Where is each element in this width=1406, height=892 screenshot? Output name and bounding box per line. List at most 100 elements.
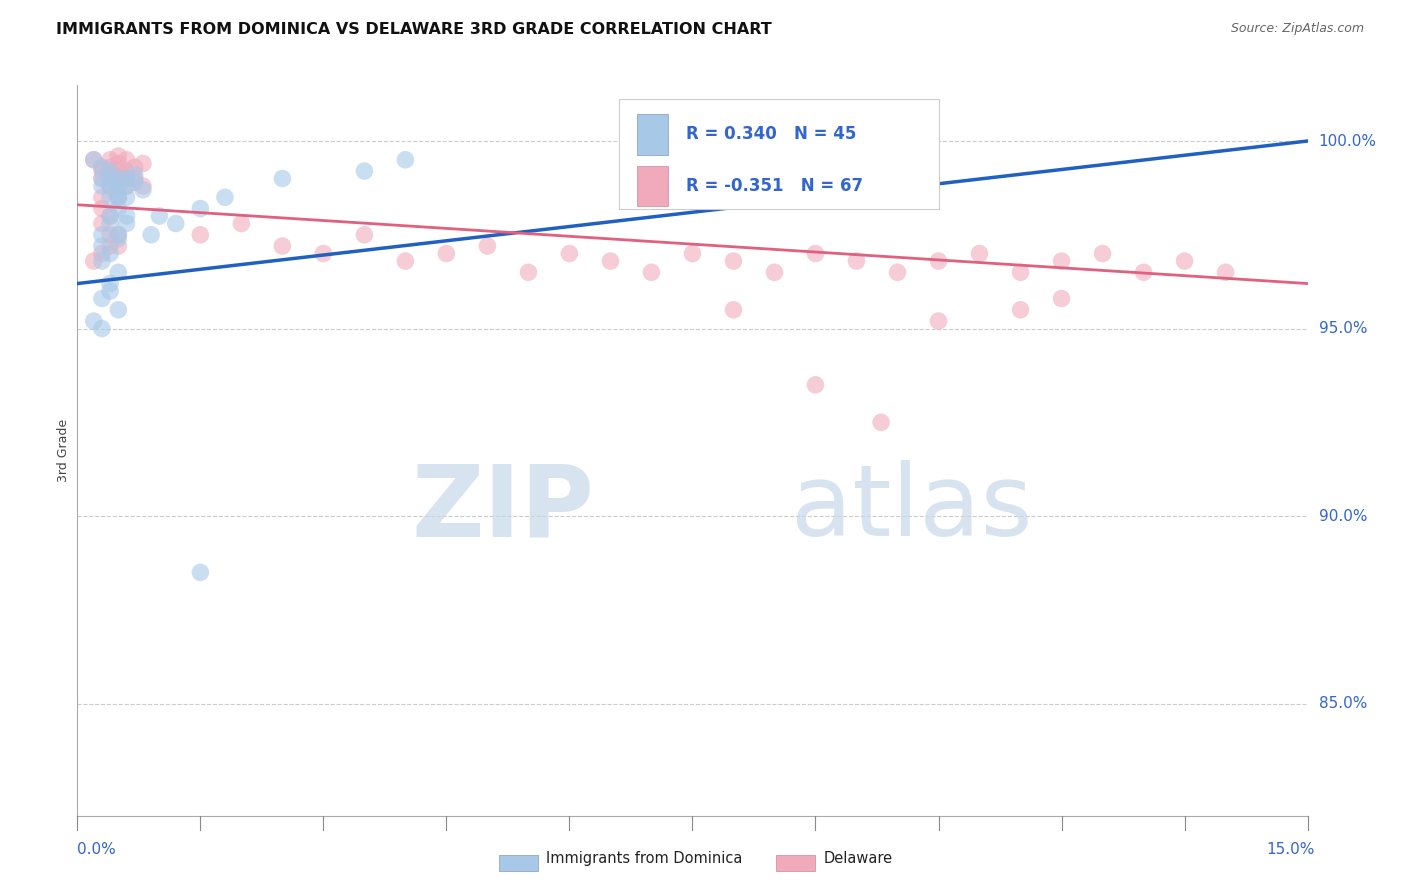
Point (1091, 246, 1114, 260)
Point (1010, 265, 1032, 279)
Point (271, 239, 294, 253)
Point (1050, 292, 1073, 306)
Point (83, 153, 105, 167)
Point (1174, 254, 1197, 268)
Point (115, 153, 138, 167)
Point (90, 217, 114, 231)
Point (107, 190, 129, 204)
Text: 100.0%: 100.0% (1319, 134, 1376, 148)
Point (107, 227, 129, 242)
Point (763, 265, 786, 279)
Point (1215, 265, 1237, 279)
Point (436, 246, 458, 260)
Point (107, 190, 129, 204)
Point (845, 254, 868, 268)
Point (870, 415, 893, 429)
Point (98, 190, 121, 204)
Point (107, 164, 129, 178)
Point (83, 153, 105, 167)
Text: Source: ZipAtlas.com: Source: ZipAtlas.com (1230, 22, 1364, 36)
Text: 15.0%: 15.0% (1267, 842, 1315, 856)
Point (394, 153, 416, 167)
Point (107, 171, 129, 186)
Point (83, 254, 105, 268)
Point (132, 156, 155, 170)
Point (107, 171, 129, 186)
Point (107, 179, 129, 194)
Point (599, 254, 621, 268)
Point (394, 254, 416, 268)
Point (90, 321, 114, 335)
Point (98, 168, 121, 182)
Text: R = 0.340   N = 45: R = 0.340 N = 45 (686, 126, 856, 144)
Point (90, 161, 114, 175)
Text: Immigrants from Dominica: Immigrants from Dominica (546, 852, 742, 866)
Point (107, 179, 129, 194)
Text: Delaware: Delaware (824, 852, 893, 866)
Point (107, 149, 129, 163)
Point (804, 246, 827, 260)
Point (98, 171, 121, 186)
Point (115, 171, 138, 186)
Point (107, 186, 129, 201)
Point (90, 161, 114, 175)
Point (115, 179, 138, 194)
Point (132, 179, 155, 194)
Point (90, 254, 114, 268)
Point (98, 179, 121, 194)
Point (98, 179, 121, 194)
Point (90, 171, 114, 186)
Point (107, 156, 129, 170)
Point (107, 202, 129, 216)
Point (115, 190, 138, 204)
Point (115, 217, 138, 231)
Point (124, 171, 146, 186)
Text: atlas: atlas (792, 460, 1032, 558)
Text: ZIP: ZIP (411, 460, 595, 558)
Point (188, 202, 212, 216)
Point (124, 175, 146, 189)
Point (188, 227, 212, 242)
Point (90, 202, 114, 216)
Point (98, 277, 121, 291)
Text: 0.0%: 0.0% (77, 842, 117, 856)
Point (1050, 254, 1073, 268)
Point (90, 292, 114, 306)
Point (98, 209, 121, 223)
Point (98, 153, 121, 167)
Point (107, 227, 129, 242)
Point (90, 171, 114, 186)
Point (928, 314, 950, 328)
Point (969, 246, 991, 260)
Point (682, 246, 704, 260)
Point (98, 179, 121, 194)
Point (98, 227, 121, 242)
Point (98, 239, 121, 253)
Point (312, 246, 335, 260)
Point (723, 302, 745, 317)
Point (90, 227, 114, 242)
Point (804, 377, 827, 392)
Point (90, 179, 114, 194)
Point (83, 314, 105, 328)
Text: 95.0%: 95.0% (1319, 321, 1367, 336)
Point (90, 190, 114, 204)
Point (90, 164, 114, 178)
Point (98, 164, 121, 178)
Text: 90.0%: 90.0% (1319, 508, 1367, 524)
Y-axis label: 3rd Grade: 3rd Grade (58, 419, 70, 482)
Point (141, 227, 163, 242)
Text: 85.0%: 85.0% (1319, 696, 1367, 711)
Point (640, 265, 662, 279)
Point (148, 209, 170, 223)
Point (214, 190, 236, 204)
Point (124, 161, 146, 175)
Point (90, 246, 114, 260)
FancyBboxPatch shape (637, 166, 668, 206)
Point (928, 254, 950, 268)
Point (98, 284, 121, 298)
Point (98, 246, 121, 260)
Point (1010, 302, 1032, 317)
Point (517, 265, 540, 279)
FancyBboxPatch shape (619, 99, 939, 209)
